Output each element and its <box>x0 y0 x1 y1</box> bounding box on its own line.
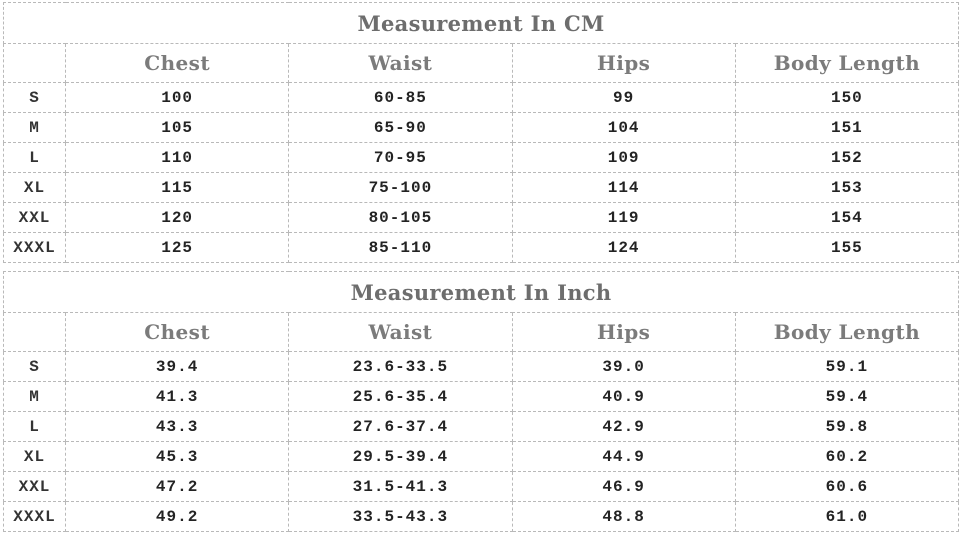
body-length-value: 59.1 <box>734 351 960 382</box>
chest-value: 39.4 <box>64 351 290 382</box>
chest-value: 47.2 <box>64 471 290 502</box>
waist-value: 25.6-35.4 <box>288 381 513 412</box>
table-row-s: S 100 60-85 99 150 <box>3 82 960 113</box>
table-row-xl: XL 45.3 29.5-39.4 44.9 60.2 <box>3 441 960 472</box>
size-label: XXL <box>3 471 66 502</box>
hips-value: 124 <box>511 232 736 263</box>
size-label: L <box>3 411 66 442</box>
body-length-value: 60.6 <box>734 471 960 502</box>
hips-value: 44.9 <box>511 441 736 472</box>
waist-value: 85-110 <box>288 232 513 263</box>
column-header-waist: Waist <box>288 312 513 352</box>
body-length-value: 150 <box>734 82 960 113</box>
size-label: L <box>3 142 66 173</box>
body-length-value: 153 <box>734 172 960 203</box>
table-row-xxxl: XXXL 125 85-110 124 155 <box>3 232 960 263</box>
waist-value: 33.5-43.3 <box>288 501 513 532</box>
chest-value: 120 <box>64 202 290 233</box>
size-label: M <box>3 112 66 143</box>
body-length-value: 59.4 <box>734 381 960 412</box>
waist-value: 75-100 <box>288 172 513 203</box>
chest-value: 110 <box>64 142 290 173</box>
waist-value: 80-105 <box>288 202 513 233</box>
hips-value: 46.9 <box>511 471 736 502</box>
table-row-xxl: XXL 120 80-105 119 154 <box>3 202 960 233</box>
chest-value: 125 <box>64 232 290 263</box>
column-header-hips: Hips <box>511 312 736 352</box>
hips-value: 109 <box>511 142 736 173</box>
body-length-value: 151 <box>734 112 960 143</box>
column-header-chest: Chest <box>64 312 290 352</box>
size-label: XL <box>3 441 66 472</box>
table-row-s: S 39.4 23.6-33.5 39.0 59.1 <box>3 351 960 382</box>
chest-value: 45.3 <box>64 441 290 472</box>
table-header-row: Chest Waist Hips Body Length <box>3 43 960 83</box>
waist-value: 70-95 <box>288 142 513 173</box>
size-label: XXXL <box>3 501 66 532</box>
waist-value: 31.5-41.3 <box>288 471 513 502</box>
measurement-table-cm: Measurement In CM Chest Waist Hips Body … <box>3 2 960 263</box>
table-row-xl: XL 115 75-100 114 153 <box>3 172 960 203</box>
body-length-value: 155 <box>734 232 960 263</box>
waist-value: 27.6-37.4 <box>288 411 513 442</box>
table-header-row: Chest Waist Hips Body Length <box>3 312 960 352</box>
hips-value: 42.9 <box>511 411 736 442</box>
column-header-chest: Chest <box>64 43 290 83</box>
body-length-value: 154 <box>734 202 960 233</box>
waist-value: 29.5-39.4 <box>288 441 513 472</box>
table-title-cm: Measurement In CM <box>3 2 959 44</box>
body-length-value: 60.2 <box>734 441 960 472</box>
hips-value: 40.9 <box>511 381 736 412</box>
column-header-body-length: Body Length <box>734 43 960 83</box>
size-label: XXXL <box>3 232 66 263</box>
waist-value: 23.6-33.5 <box>288 351 513 382</box>
table-title-row: Measurement In Inch <box>3 271 959 313</box>
body-length-value: 59.8 <box>734 411 960 442</box>
waist-value: 60-85 <box>288 82 513 113</box>
chest-value: 43.3 <box>64 411 290 442</box>
hips-value: 119 <box>511 202 736 233</box>
size-label: S <box>3 82 66 113</box>
chest-value: 41.3 <box>64 381 290 412</box>
hips-value: 104 <box>511 112 736 143</box>
corner-cell <box>3 312 66 352</box>
table-title-row: Measurement In CM <box>3 2 959 44</box>
column-header-waist: Waist <box>288 43 513 83</box>
corner-cell <box>3 43 66 83</box>
size-label: M <box>3 381 66 412</box>
chest-value: 115 <box>64 172 290 203</box>
body-length-value: 61.0 <box>734 501 960 532</box>
chest-value: 49.2 <box>64 501 290 532</box>
table-title-inch: Measurement In Inch <box>3 271 959 313</box>
chest-value: 100 <box>64 82 290 113</box>
hips-value: 48.8 <box>511 501 736 532</box>
waist-value: 65-90 <box>288 112 513 143</box>
table-row-xxl: XXL 47.2 31.5-41.3 46.9 60.6 <box>3 471 960 502</box>
hips-value: 99 <box>511 82 736 113</box>
table-row-xxxl: XXXL 49.2 33.5-43.3 48.8 61.0 <box>3 501 960 532</box>
column-header-hips: Hips <box>511 43 736 83</box>
table-row-l: L 43.3 27.6-37.4 42.9 59.8 <box>3 411 960 442</box>
column-header-body-length: Body Length <box>734 312 960 352</box>
hips-value: 39.0 <box>511 351 736 382</box>
size-label: XXL <box>3 202 66 233</box>
size-label: S <box>3 351 66 382</box>
hips-value: 114 <box>511 172 736 203</box>
size-label: XL <box>3 172 66 203</box>
body-length-value: 152 <box>734 142 960 173</box>
table-row-m: M 105 65-90 104 151 <box>3 112 960 143</box>
chest-value: 105 <box>64 112 290 143</box>
table-row-l: L 110 70-95 109 152 <box>3 142 960 173</box>
measurement-table-inch: Measurement In Inch Chest Waist Hips Bod… <box>3 271 960 532</box>
table-row-m: M 41.3 25.6-35.4 40.9 59.4 <box>3 381 960 412</box>
